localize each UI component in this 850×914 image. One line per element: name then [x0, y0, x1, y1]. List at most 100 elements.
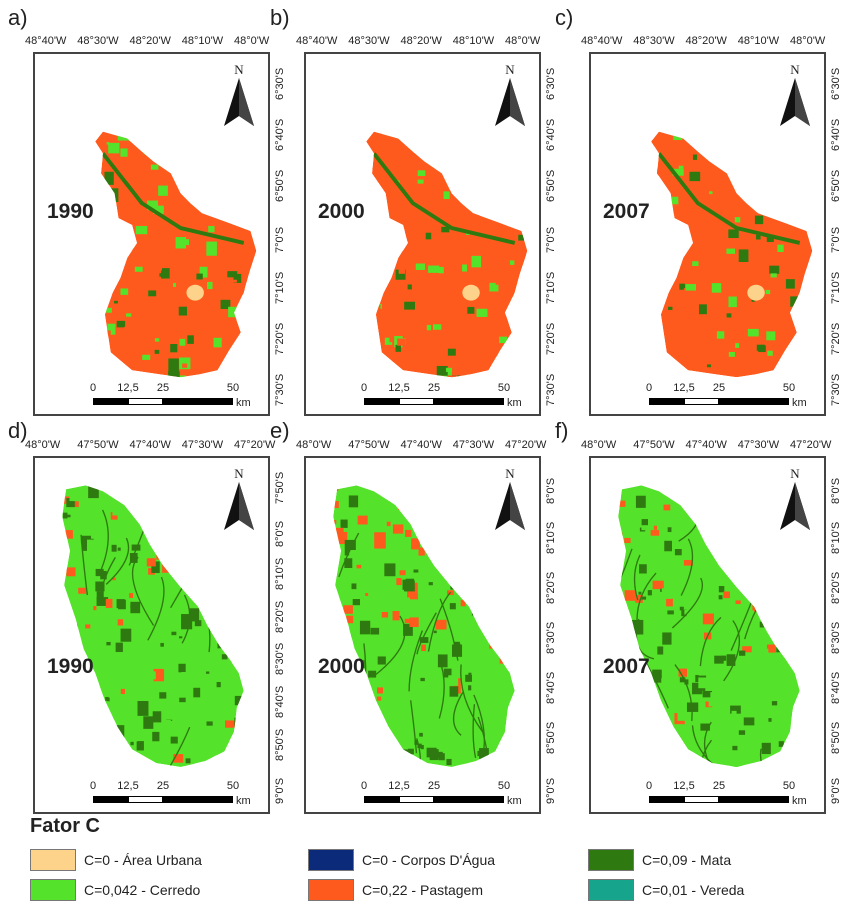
legend-swatch: [30, 879, 76, 901]
scale-tick-label: 50: [226, 780, 240, 792]
map-frame: [589, 456, 826, 814]
longitude-label: 48°0'W: [25, 439, 61, 451]
latitude-label: 8°0'S: [274, 520, 286, 547]
latitude-label: 7°30'S: [274, 373, 286, 406]
scale-tick-label: 25: [427, 780, 441, 792]
scale-unit: km: [236, 397, 251, 409]
legend-label: C=0,09 - Mata: [642, 852, 732, 868]
latitude-label: 7°0'S: [830, 226, 842, 253]
legend-item: C=0,042 - Cerredo: [30, 877, 200, 903]
legend-swatch: [588, 849, 634, 871]
urban-area: [186, 284, 204, 301]
north-arrow-icon: N: [780, 466, 810, 535]
panel-letter: b): [270, 5, 290, 30]
land-use-map: [333, 485, 515, 768]
legend-item: C=0,01 - Vereda: [588, 877, 744, 903]
legend-swatch: [30, 849, 76, 871]
scale-unit: km: [792, 795, 807, 807]
longitude-label: 48°20'W: [400, 35, 442, 47]
longitude-label: 48°30'W: [633, 35, 675, 47]
scale-tick-label: 0: [89, 780, 97, 792]
latitude-label: 8°30'S: [274, 643, 286, 676]
land-use-map: [618, 485, 800, 768]
panel-letter: a): [8, 5, 28, 30]
latitude-label: 7°10'S: [830, 271, 842, 304]
latitude-label: 8°50'S: [830, 721, 842, 754]
longitude-label: 48°0'W: [581, 439, 617, 451]
year-label: 2000: [318, 200, 365, 223]
latitude-label: 7°30'S: [830, 373, 842, 406]
scale-segment: [434, 398, 504, 405]
year-label: 1990: [47, 655, 94, 678]
legend-item: C=0,09 - Mata: [588, 847, 731, 873]
latitude-label: 6°40'S: [830, 118, 842, 151]
legend-item: C=0 - Corpos D'Água: [308, 847, 495, 873]
longitude-label: 47°40'W: [129, 439, 171, 451]
latitude-label: 7°20'S: [830, 322, 842, 355]
latitude-label: 6°50'S: [545, 169, 557, 202]
scale-tick-label: 25: [427, 382, 441, 394]
legend-label: C=0 - Área Urbana: [84, 852, 202, 868]
latitude-label: 6°40'S: [545, 118, 557, 151]
scale-bar: 0 12,5 25 50 km: [89, 780, 257, 814]
longitude-label: 48°20'W: [685, 35, 727, 47]
latitude-label: 7°50'S: [274, 471, 286, 504]
scale-tick-label: 12,5: [117, 382, 139, 394]
north-label: N: [790, 62, 800, 77]
urban-area: [747, 284, 765, 301]
scale-tick-label: 25: [712, 780, 726, 792]
scale-segment: [719, 796, 789, 803]
longitude-label: 48°0'W: [790, 35, 826, 47]
latitude-label: 6°50'S: [274, 169, 286, 202]
year-label: 2007: [603, 655, 650, 678]
scale-tick-label: 0: [645, 780, 653, 792]
longitude-label: 47°50'W: [348, 439, 390, 451]
scale-tick-label: 12,5: [388, 382, 410, 394]
scale-tick-label: 0: [89, 382, 97, 394]
scale-tick-label: 50: [226, 382, 240, 394]
longitude-label: 47°30'W: [181, 439, 224, 451]
scale-segment: [128, 398, 163, 405]
latitude-label: 6°40'S: [274, 118, 286, 151]
scale-segment: [719, 398, 789, 405]
longitude-label: 48°40'W: [25, 35, 67, 47]
longitude-label: 47°40'W: [685, 439, 727, 451]
latitude-label: 6°30'S: [830, 67, 842, 100]
latitude-label: 8°40'S: [545, 671, 557, 704]
legend-swatch: [588, 879, 634, 901]
longitude-label: 48°0'W: [234, 35, 270, 47]
latitude-label: 8°20'S: [274, 600, 286, 633]
north-arrow-icon: N: [224, 466, 254, 535]
latitude-label: 7°20'S: [545, 322, 557, 355]
latitude-label: 8°30'S: [830, 621, 842, 654]
legend-title: Fator C: [30, 815, 100, 837]
year-label: 2000: [318, 655, 365, 678]
scale-tick-label: 50: [497, 382, 511, 394]
scale-bar: 0 12,5 25 50 km: [645, 780, 813, 814]
scale-segment: [93, 796, 128, 803]
year-label: 1990: [47, 200, 94, 223]
latitude-label: 6°30'S: [545, 67, 557, 100]
longitude-label: 47°50'W: [633, 439, 675, 451]
longitude-label: 48°0'W: [505, 35, 541, 47]
scale-segment: [364, 796, 399, 803]
north-label: N: [234, 62, 244, 77]
latitude-label: 7°10'S: [274, 271, 286, 304]
longitude-label: 48°0'W: [296, 439, 332, 451]
scale-tick-label: 0: [645, 382, 653, 394]
latitude-label: 8°30'S: [545, 621, 557, 654]
scale-segment: [434, 796, 504, 803]
scale-segment: [163, 398, 233, 405]
scale-tick-label: 12,5: [388, 780, 410, 792]
latitude-label: 7°30'S: [545, 373, 557, 406]
legend-item: C=0 - Área Urbana: [30, 847, 202, 873]
scale-segment: [684, 796, 719, 803]
longitude-label: 48°10'W: [452, 35, 495, 47]
north-arrow-icon: N: [224, 62, 254, 131]
scale-unit: km: [507, 795, 522, 807]
scale-segment: [163, 796, 233, 803]
scale-tick-label: 12,5: [117, 780, 139, 792]
longitude-label: 47°50'W: [77, 439, 119, 451]
scale-tick-label: 50: [782, 780, 796, 792]
latitude-label: 7°0'S: [274, 226, 286, 253]
